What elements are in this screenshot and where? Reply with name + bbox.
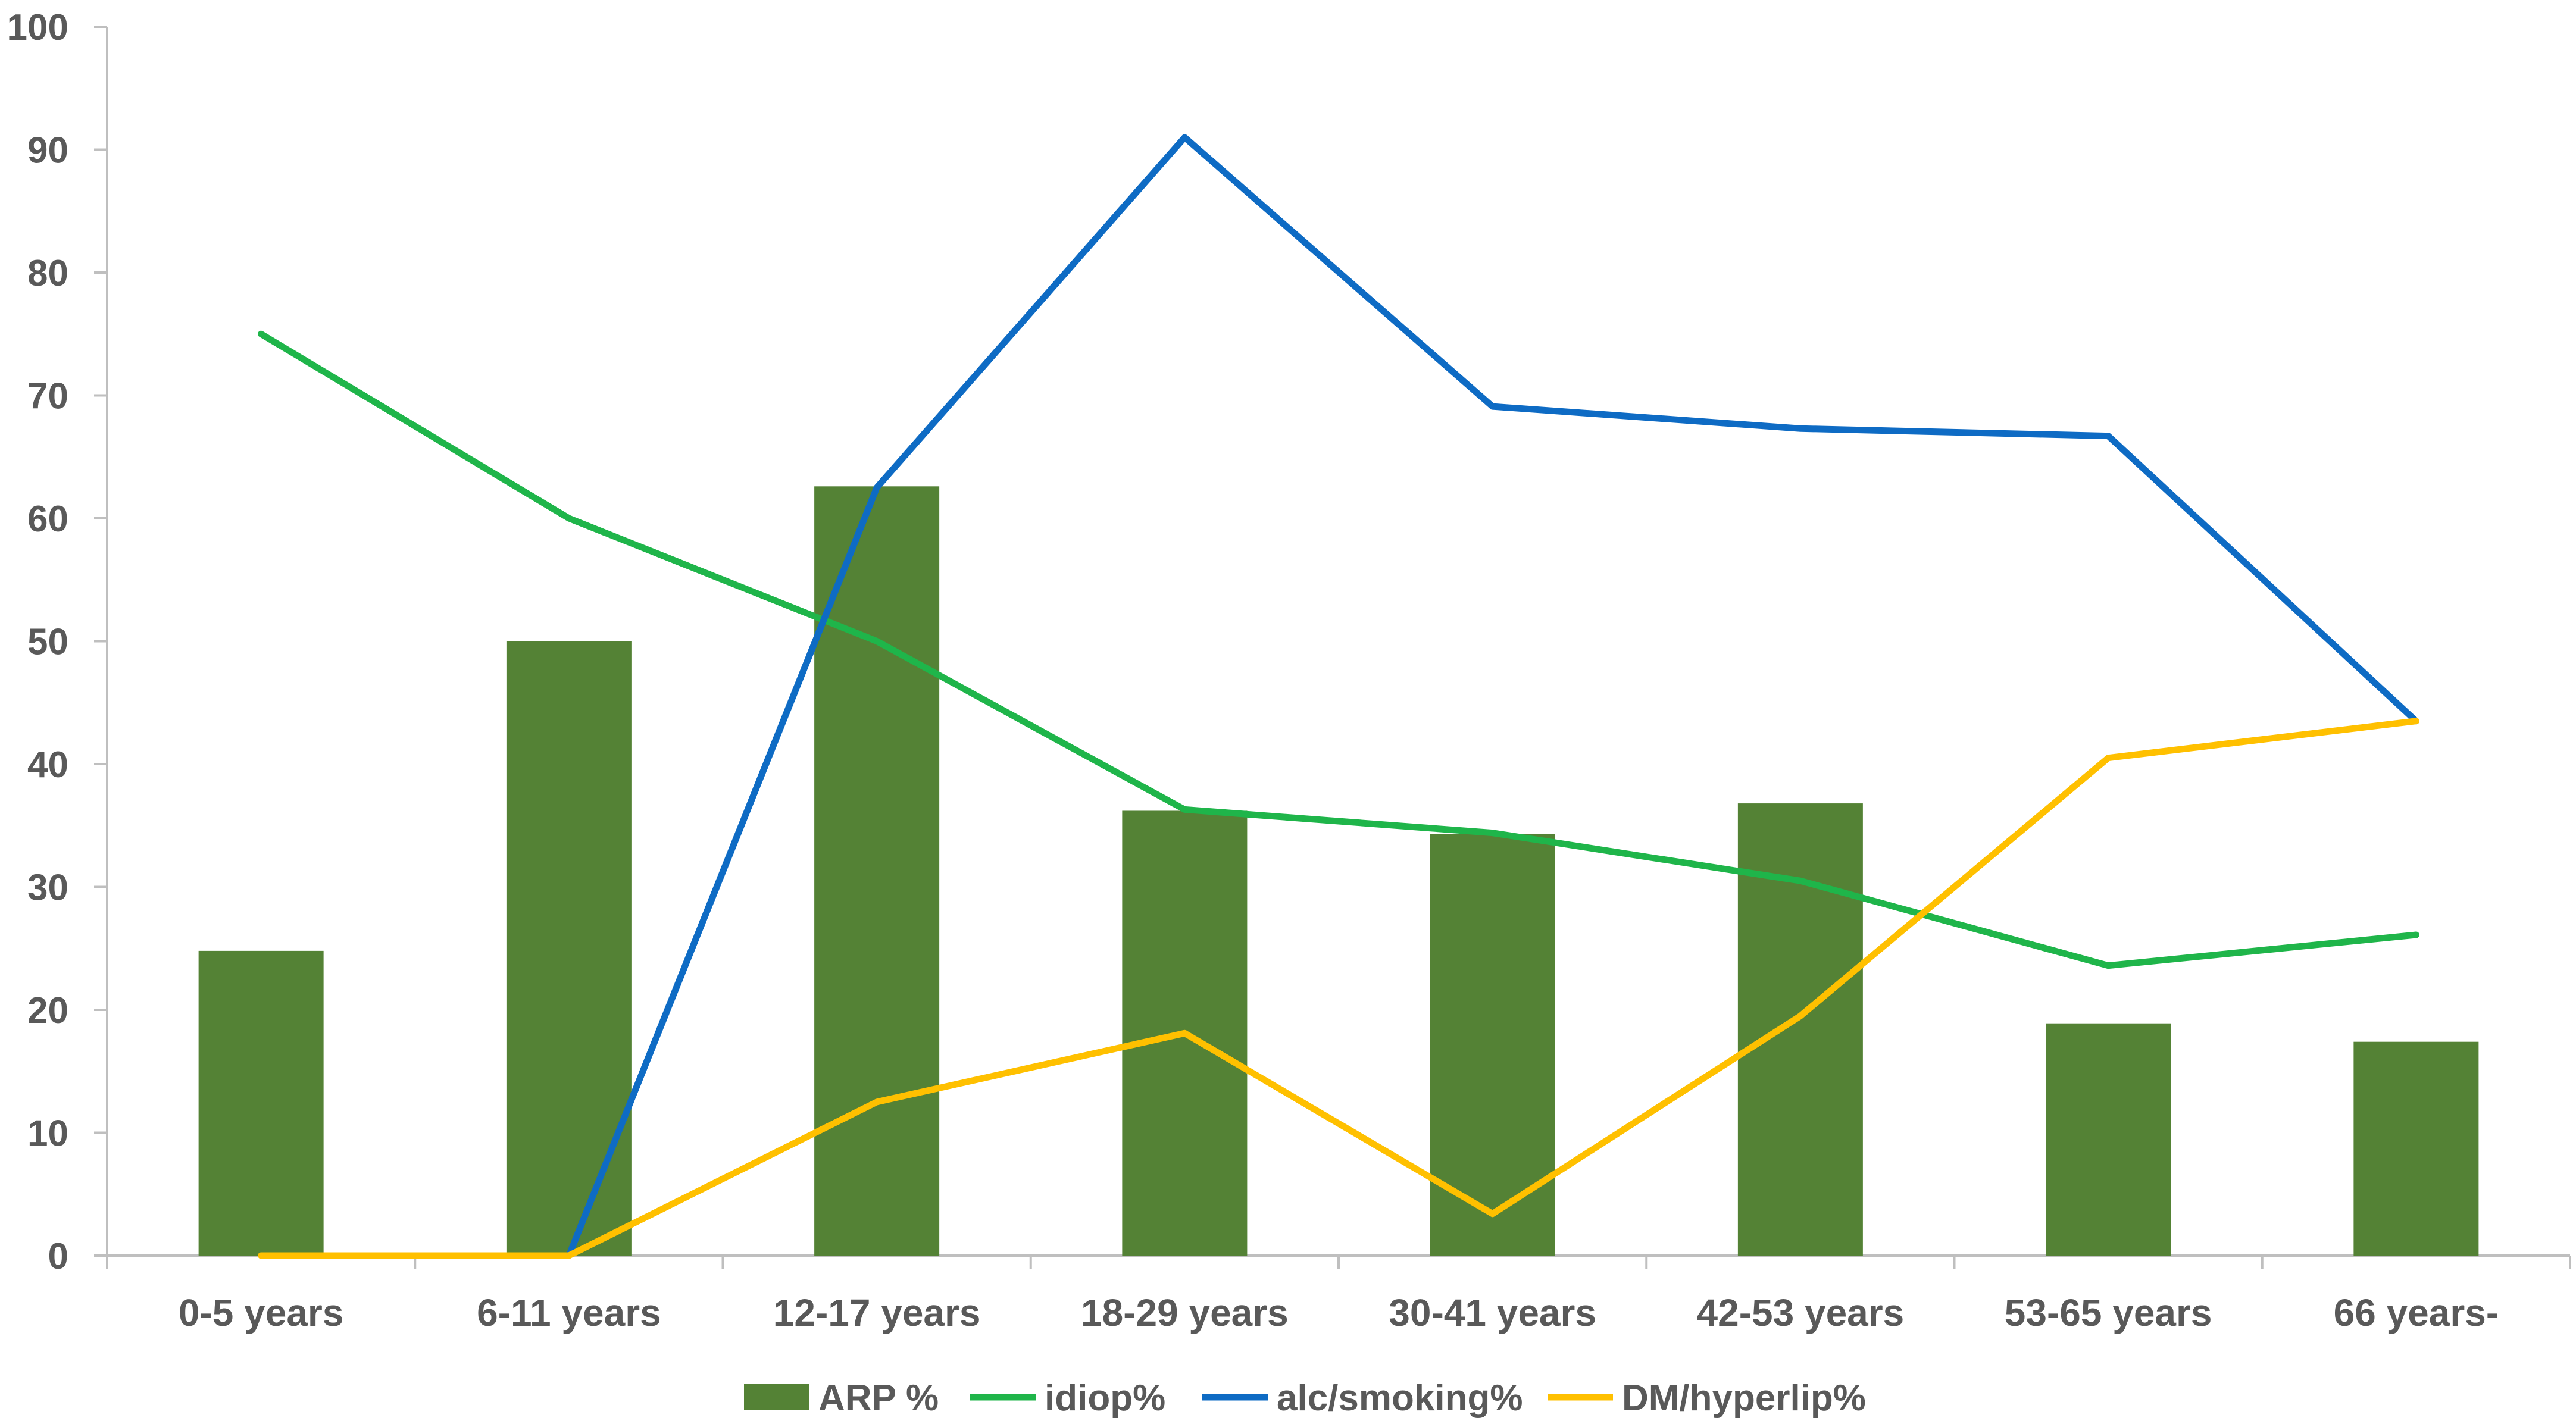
y-tick-label: 10 bbox=[27, 1113, 68, 1154]
y-tick-label: 20 bbox=[27, 990, 68, 1031]
y-axis: 0 10 20 30 40 50 60 70 80 90 100 bbox=[7, 7, 108, 1277]
x-tick-label: 6-11 years bbox=[477, 1291, 661, 1334]
series-line bbox=[258, 330, 2419, 969]
line-series bbox=[258, 134, 2419, 1259]
x-tick-label: 0-5 years bbox=[179, 1291, 344, 1334]
y-tick-label: 0 bbox=[48, 1236, 68, 1277]
legend-label: DM/hyperlip% bbox=[1622, 1378, 1866, 1419]
x-tick-label: 12-17 years bbox=[773, 1291, 981, 1334]
y-tick-label: 80 bbox=[27, 253, 68, 294]
bar bbox=[2353, 1041, 2479, 1256]
series-line bbox=[565, 134, 2419, 1259]
legend: ARP % idiop% alc/smoking% DM/hyperlip% bbox=[744, 1378, 1866, 1419]
legend-swatch bbox=[744, 1384, 809, 1410]
x-tick-label: 18-29 years bbox=[1081, 1291, 1289, 1334]
x-tick-label: 42-53 years bbox=[1697, 1291, 1905, 1334]
y-tick-label: 50 bbox=[27, 622, 68, 663]
y-tick-label: 70 bbox=[27, 376, 68, 417]
x-tick-label: 53-65 years bbox=[2005, 1291, 2212, 1334]
series-line bbox=[258, 718, 2419, 1259]
y-tick-label: 60 bbox=[27, 499, 68, 540]
legend-label: ARP % bbox=[818, 1378, 939, 1419]
bar bbox=[506, 641, 632, 1256]
x-tick-label: 66 years- bbox=[2334, 1291, 2499, 1334]
x-tick-label: 30-41 years bbox=[1389, 1291, 1596, 1334]
y-tick-label: 100 bbox=[7, 7, 68, 48]
bar bbox=[814, 486, 940, 1256]
legend-label: alc/smoking% bbox=[1277, 1378, 1523, 1419]
y-tick-label: 40 bbox=[27, 744, 68, 785]
bar bbox=[1430, 834, 1555, 1256]
bar bbox=[198, 950, 324, 1256]
y-tick-label: 90 bbox=[27, 130, 68, 171]
x-axis: 0-5 years 6-11 years 12-17 years 18-29 year… bbox=[106, 1254, 2571, 1334]
bar-series bbox=[198, 486, 2479, 1256]
y-tick-label: 30 bbox=[27, 868, 68, 909]
bar bbox=[2046, 1023, 2171, 1256]
legend-label: idiop% bbox=[1045, 1378, 1165, 1419]
